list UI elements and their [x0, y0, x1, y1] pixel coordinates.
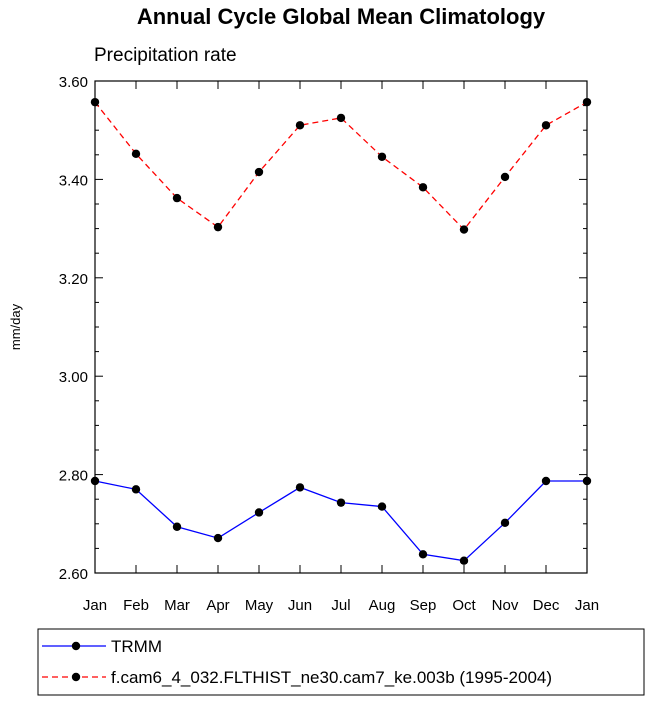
- x-tick-label: Aug: [369, 597, 396, 614]
- legend-item: TRMM: [42, 637, 162, 656]
- y-tick-label: 3.00: [59, 369, 88, 386]
- data-point: [541, 476, 551, 486]
- data-point: [418, 550, 428, 559]
- y-tick-label: 3.60: [59, 74, 88, 91]
- data-point: [459, 556, 469, 565]
- series-line: [94, 480, 587, 562]
- chart-title: Annual Cycle Global Mean Climatology: [137, 4, 546, 29]
- data-point: [131, 149, 141, 159]
- data-point: [131, 485, 141, 494]
- plot-frame: [94, 80, 588, 574]
- x-tick-label: Apr: [206, 597, 229, 614]
- series-0: [90, 476, 592, 565]
- legend-marker: [71, 641, 81, 651]
- x-tick-label: Jan: [83, 597, 107, 614]
- y-tick-label: 3.20: [59, 271, 88, 288]
- legend-label: TRMM: [111, 637, 162, 656]
- data-point: [295, 121, 305, 130]
- x-tick-label: Jul: [331, 597, 350, 614]
- legend: TRMM f.cam6_4_032.FLTHIST_ne30.cam7_ke.00…: [37, 628, 645, 696]
- series-1: [90, 97, 592, 234]
- data-point: [500, 518, 510, 528]
- x-tick-label: Jun: [288, 597, 312, 614]
- legend-marker: [71, 672, 81, 682]
- legend-box: [37, 628, 645, 696]
- data-point: [213, 222, 223, 232]
- x-tick-label: Dec: [533, 597, 560, 614]
- data-point: [336, 498, 346, 507]
- chart-subtitle: Precipitation rate: [94, 45, 237, 66]
- data-point: [172, 522, 182, 531]
- data-point: [213, 533, 223, 543]
- y-axis-label: mm/day: [8, 303, 23, 350]
- data-point: [459, 225, 469, 234]
- data-point: [254, 167, 264, 177]
- data-point: [541, 121, 551, 130]
- data-point: [336, 113, 346, 123]
- x-tick-label: Feb: [123, 597, 149, 614]
- data-point: [377, 152, 387, 161]
- x-tick-labels: Jan Feb Mar Apr May Jun Jul Aug Sep Oct Nov Dec Jan: [83, 597, 599, 614]
- data-point: [295, 483, 305, 492]
- x-tick-label: Mar: [164, 597, 190, 614]
- data-point: [254, 508, 264, 517]
- x-tick-label: Nov: [492, 597, 519, 614]
- x-tick-label: Jan: [575, 597, 599, 614]
- plot-series: [90, 97, 592, 565]
- y-tick-label: 3.40: [59, 172, 88, 189]
- data-point: [172, 193, 182, 203]
- y-tick-label: 2.60: [59, 566, 88, 583]
- x-tick-label: May: [245, 597, 274, 614]
- data-point: [418, 183, 428, 192]
- x-tick-label: Sep: [410, 597, 437, 614]
- data-point: [500, 172, 510, 182]
- data-point: [377, 502, 387, 511]
- legend-item: f.cam6_4_032.FLTHIST_ne30.cam7_ke.003b (…: [42, 668, 552, 687]
- x-tick-label: Oct: [452, 597, 476, 614]
- y-tick-labels: 2.60 2.80 3.00 3.20 3.40 3.60: [59, 74, 88, 583]
- y-tick-label: 2.80: [59, 468, 88, 485]
- legend-label: f.cam6_4_032.FLTHIST_ne30.cam7_ke.003b (…: [111, 668, 552, 687]
